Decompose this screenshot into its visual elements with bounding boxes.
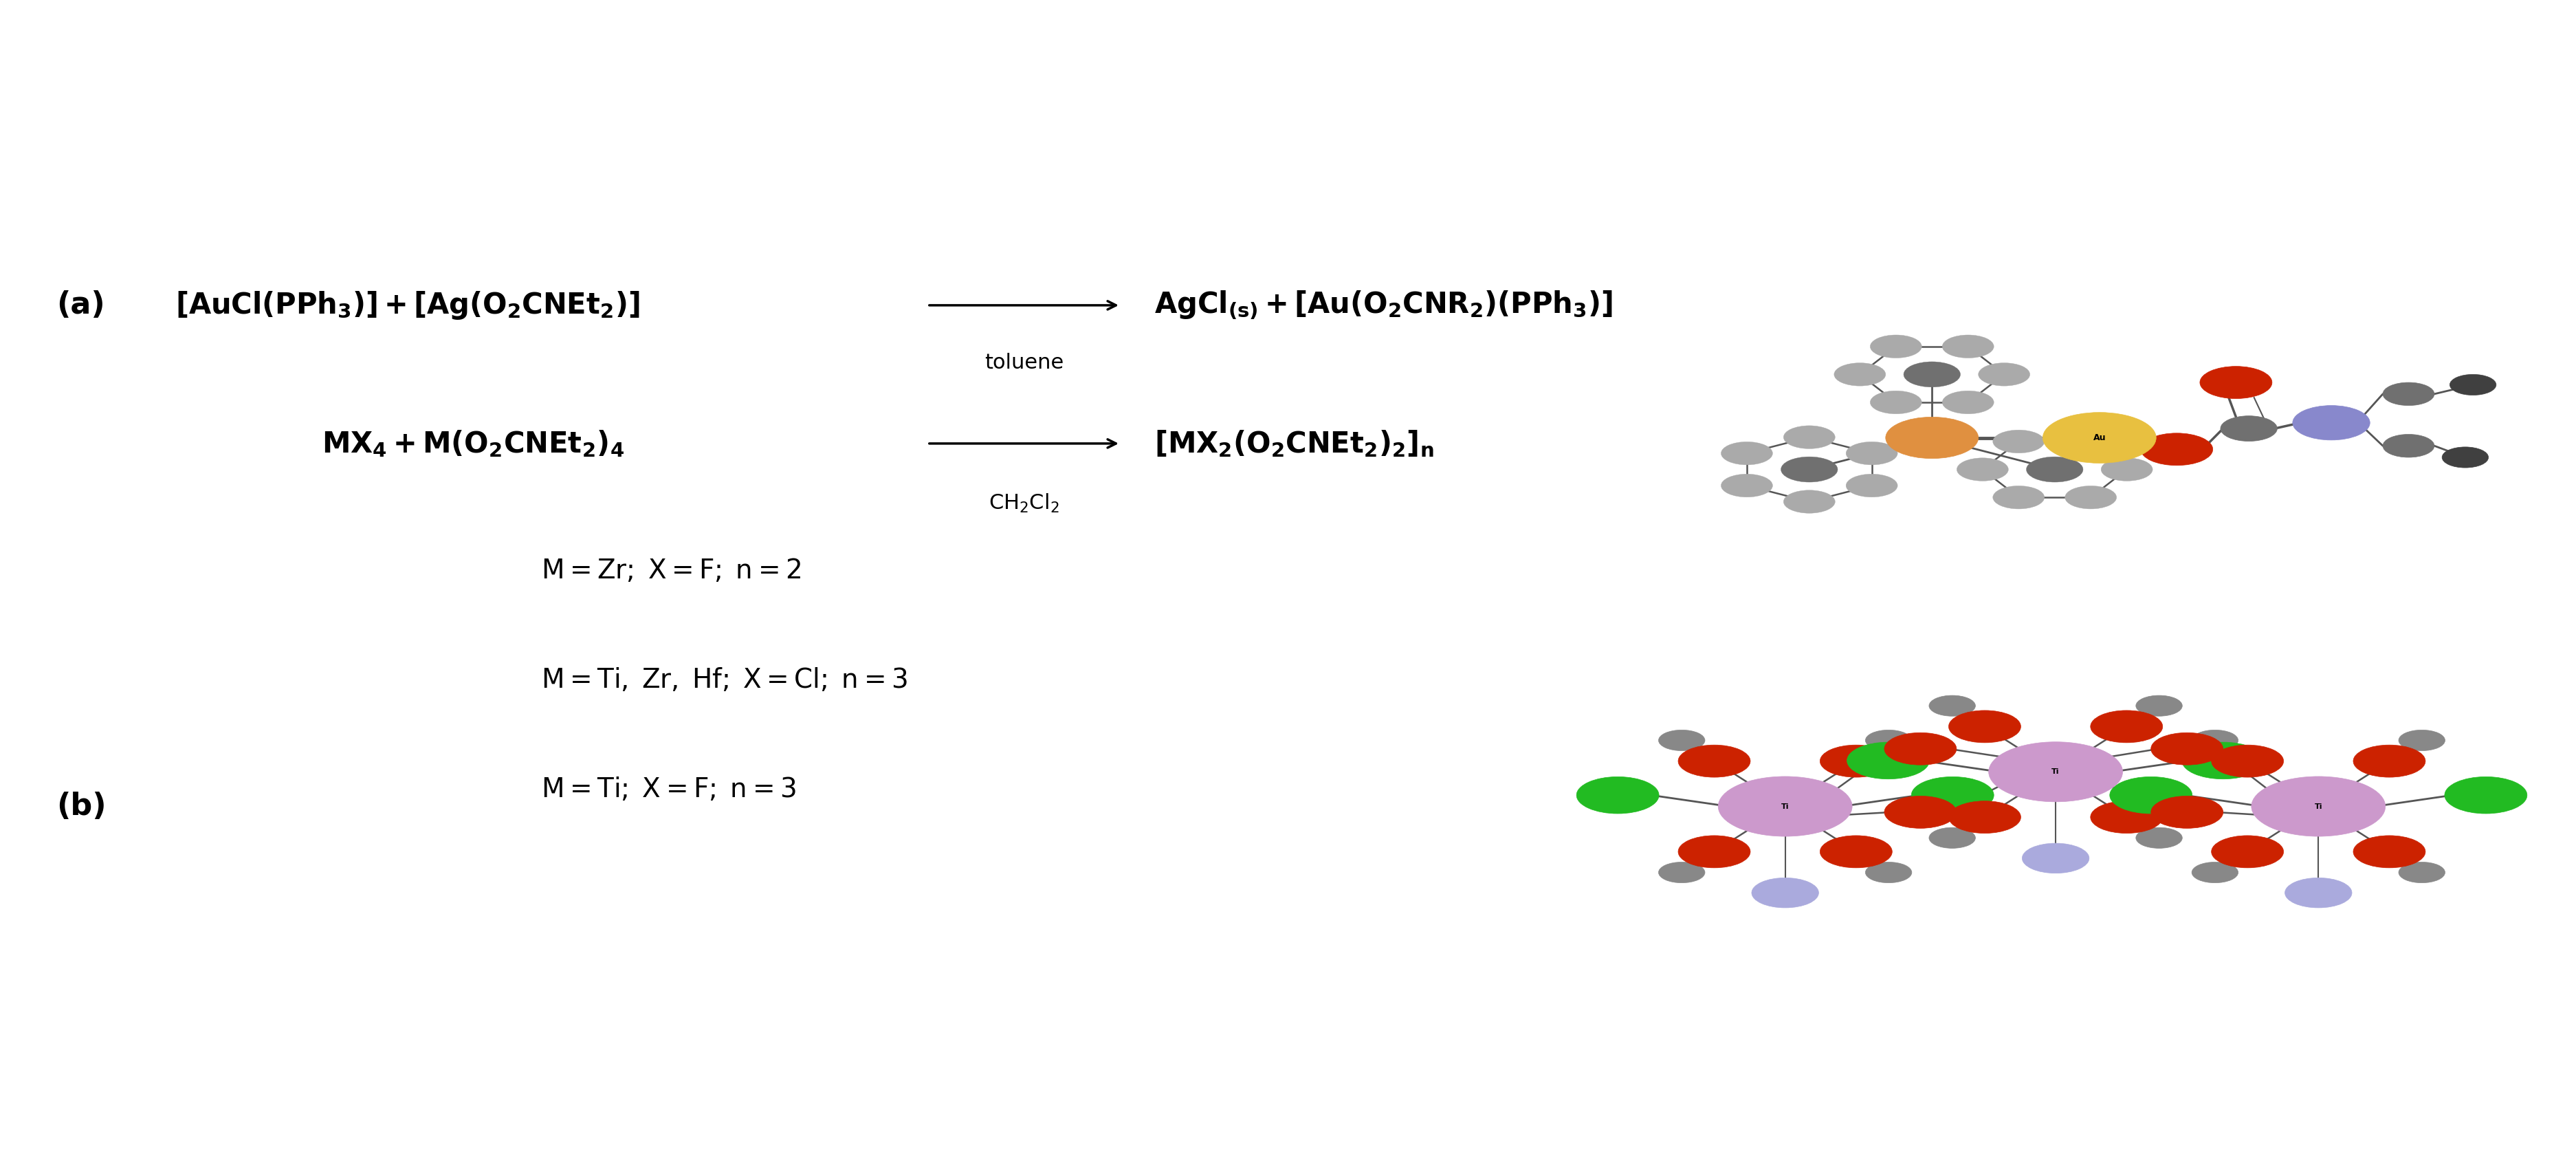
Circle shape — [2354, 745, 2427, 778]
Circle shape — [1942, 391, 1994, 414]
Circle shape — [2092, 711, 2164, 743]
Circle shape — [2442, 447, 2488, 468]
Circle shape — [1659, 862, 1705, 882]
Circle shape — [2102, 457, 2154, 482]
Circle shape — [1783, 425, 1834, 448]
Circle shape — [2445, 776, 2527, 813]
Circle shape — [1929, 827, 1976, 848]
Circle shape — [2221, 416, 2277, 441]
Circle shape — [1721, 441, 1772, 464]
Text: $\mathregular{CH_2Cl_2}$: $\mathregular{CH_2Cl_2}$ — [989, 492, 1059, 515]
Circle shape — [1994, 486, 2045, 509]
Circle shape — [2110, 776, 2192, 813]
Circle shape — [1904, 362, 1960, 387]
Circle shape — [1989, 742, 2123, 802]
Circle shape — [1847, 441, 1899, 464]
Text: (b): (b) — [57, 791, 106, 821]
Circle shape — [2136, 696, 2182, 717]
Circle shape — [1821, 745, 1893, 778]
Circle shape — [2383, 434, 2434, 457]
Circle shape — [2136, 827, 2182, 848]
Circle shape — [1929, 696, 1976, 717]
Circle shape — [1994, 430, 2045, 453]
Circle shape — [1718, 776, 1852, 836]
Text: $\mathregular{M = Ti,\; Zr,\; Hf;\; X = Cl;\; n = 3}$: $\mathregular{M = Ti,\; Zr,\; Hf;\; X = … — [541, 666, 907, 694]
Circle shape — [1847, 475, 1899, 498]
Circle shape — [2383, 382, 2434, 406]
Circle shape — [2200, 366, 2272, 399]
Circle shape — [2192, 730, 2239, 751]
Circle shape — [2293, 406, 2370, 440]
Text: $\mathregular{M = Ti;\; X = F;\; n = 3}$: $\mathregular{M = Ti;\; X = F;\; n = 3}$ — [541, 775, 796, 803]
Circle shape — [2285, 878, 2352, 908]
Text: $\mathbf{MX_4 + M(O_2CNEt_2)_4}$: $\mathbf{MX_4 + M(O_2CNEt_2)_4}$ — [322, 429, 623, 458]
Circle shape — [2092, 801, 2164, 833]
Text: $\mathbf{[MX_2(O_2CNEt_2)_2]_n}$: $\mathbf{[MX_2(O_2CNEt_2)_2]_n}$ — [1154, 429, 1435, 458]
Circle shape — [1821, 835, 1893, 867]
Text: Au: Au — [2094, 433, 2105, 442]
Circle shape — [2398, 730, 2445, 751]
Text: Ti: Ti — [1780, 803, 1790, 810]
Circle shape — [1958, 457, 2009, 482]
Circle shape — [2066, 486, 2117, 509]
Circle shape — [2022, 843, 2089, 873]
Circle shape — [1947, 801, 2020, 833]
Circle shape — [2027, 457, 2084, 482]
Circle shape — [2151, 733, 2223, 765]
Text: (a): (a) — [57, 290, 106, 320]
Circle shape — [2192, 862, 2239, 882]
Circle shape — [2210, 835, 2282, 867]
Circle shape — [2251, 776, 2385, 836]
Circle shape — [2354, 835, 2427, 867]
Circle shape — [1865, 862, 1911, 882]
Circle shape — [1847, 742, 1929, 779]
Circle shape — [1947, 711, 2020, 743]
Text: toluene: toluene — [984, 353, 1064, 373]
Circle shape — [1870, 391, 1922, 414]
Text: $\mathbf{AgCl_{(s)} + [Au(O_2CNR_2)(PPh_3)]}$: $\mathbf{AgCl_{(s)} + [Au(O_2CNR_2)(PPh_… — [1154, 289, 1613, 321]
Text: $\mathregular{M = Zr;\; X = F;\; n = 2}$: $\mathregular{M = Zr;\; X = F;\; n = 2}$ — [541, 556, 801, 584]
Circle shape — [1577, 776, 1659, 813]
Circle shape — [2151, 796, 2223, 828]
Circle shape — [1886, 796, 1958, 828]
Circle shape — [1942, 335, 1994, 358]
Circle shape — [2043, 412, 2156, 463]
Circle shape — [1721, 475, 1772, 498]
Circle shape — [1911, 776, 1994, 813]
Text: Ti: Ti — [2313, 803, 2324, 810]
Circle shape — [2141, 433, 2213, 465]
Circle shape — [1978, 363, 2030, 386]
Circle shape — [2182, 742, 2264, 779]
Circle shape — [1659, 730, 1705, 751]
Circle shape — [1870, 335, 1922, 358]
Circle shape — [2398, 862, 2445, 882]
Circle shape — [2450, 374, 2496, 395]
Circle shape — [1886, 733, 1958, 765]
Circle shape — [1752, 878, 1819, 908]
Circle shape — [2210, 745, 2282, 778]
Circle shape — [2066, 430, 2117, 453]
Circle shape — [1677, 745, 1749, 778]
Circle shape — [1834, 363, 1886, 386]
Circle shape — [1780, 457, 1837, 482]
Circle shape — [1865, 730, 1911, 751]
Text: $\mathbf{[AuCl(PPh_3)] + [Ag(O_2CNEt_2)]}$: $\mathbf{[AuCl(PPh_3)] + [Ag(O_2CNEt_2)]… — [175, 289, 639, 321]
Circle shape — [1886, 417, 1978, 458]
Circle shape — [1783, 491, 1834, 514]
Text: Ti: Ti — [2050, 768, 2061, 775]
Circle shape — [1677, 835, 1749, 867]
